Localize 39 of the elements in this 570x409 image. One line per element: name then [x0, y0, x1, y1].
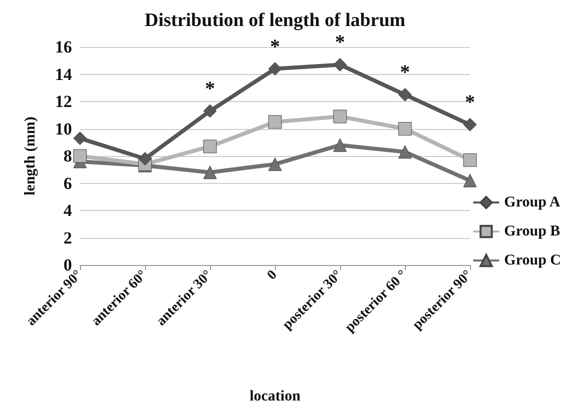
point: [398, 122, 412, 136]
legend-label: Group A: [504, 194, 560, 210]
point: [398, 88, 412, 102]
y-tick-label: 10: [55, 119, 72, 138]
point: [73, 149, 87, 163]
y-tick-label: 16: [55, 38, 72, 56]
y-tick-label: 2: [64, 228, 72, 248]
y-tick-label: 0: [64, 256, 72, 274]
y-tick-label: 6: [64, 174, 72, 193]
y-tick-label: 4: [64, 201, 72, 220]
point: [268, 157, 282, 171]
point: [203, 104, 217, 118]
chart-title: Distribution of length of labrum: [144, 10, 406, 31]
point: [268, 62, 282, 76]
point: [73, 132, 87, 146]
point: [333, 138, 347, 152]
legend-label: Group B: [504, 224, 560, 240]
y-tick-label: 12: [55, 92, 72, 111]
x-axis-title: location: [250, 388, 302, 404]
annotation: *: [400, 62, 410, 84]
y-tick-label: 8: [64, 146, 72, 166]
point: [268, 115, 282, 129]
x-tick-label: 0: [264, 268, 280, 284]
point: [138, 152, 152, 166]
annotation: *: [270, 36, 280, 58]
y-tick-label: 14: [55, 64, 72, 84]
point: [333, 58, 347, 72]
annotation: *: [335, 32, 345, 54]
point: [203, 140, 217, 154]
point: [203, 166, 217, 180]
point: [463, 174, 477, 188]
point: [463, 118, 477, 132]
point: [333, 110, 347, 124]
annotation: *: [465, 92, 475, 114]
annotation: *: [205, 78, 215, 100]
legend-label: Group C: [504, 252, 562, 268]
point: [463, 153, 477, 167]
point: [398, 145, 412, 159]
y-axis-title: length (mm): [22, 116, 38, 196]
